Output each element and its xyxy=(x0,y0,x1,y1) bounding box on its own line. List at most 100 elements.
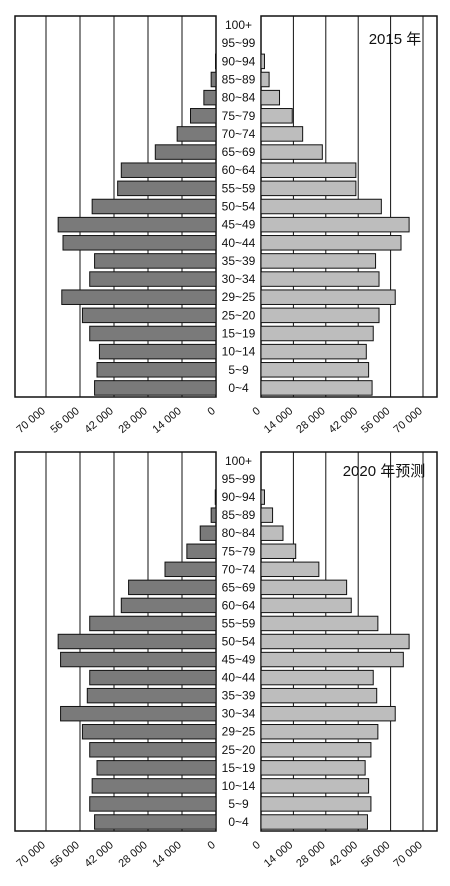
right-bar xyxy=(260,633,410,650)
right-axis-tick-label: 14 000 xyxy=(262,405,295,436)
age-group-label: 55~59 xyxy=(222,181,256,195)
right-bar xyxy=(260,380,373,396)
age-group-label: 0~4 xyxy=(228,381,249,395)
right-bar xyxy=(260,579,348,596)
age-group-label: 50~54 xyxy=(222,635,256,649)
right-bar xyxy=(260,724,379,740)
right-bar xyxy=(260,198,382,215)
left-bar xyxy=(86,687,217,704)
age-group-label: 15~19 xyxy=(222,327,256,341)
left-bar xyxy=(98,343,217,360)
age-group-label: 85~89 xyxy=(222,73,256,87)
age-group-label: 10~14 xyxy=(222,345,256,359)
left-bar xyxy=(94,814,217,830)
left-bar xyxy=(176,126,217,142)
right-bar xyxy=(260,705,396,722)
age-group-label: 90~94 xyxy=(222,490,256,504)
age-group-label: 29~25 xyxy=(222,290,256,304)
age-group-label: 75~79 xyxy=(222,544,256,558)
right-bar xyxy=(260,325,374,342)
right-bar xyxy=(260,561,320,578)
age-group-label: 80~84 xyxy=(222,526,256,540)
chart-title: 2015 年 xyxy=(369,31,422,48)
age-group-label: 5~9 xyxy=(228,363,249,377)
left-bar xyxy=(120,162,217,178)
age-group-label: 15~19 xyxy=(222,761,256,775)
right-bar xyxy=(260,687,378,704)
left-bar xyxy=(89,615,217,632)
left-bar xyxy=(94,253,217,269)
left-bar xyxy=(210,507,217,523)
left-bar xyxy=(89,742,217,758)
left-bar xyxy=(154,144,217,160)
age-group-label: 10~14 xyxy=(222,779,256,793)
left-bar xyxy=(186,543,217,559)
pyramid-chart-2020: 100+ 95~99 90~94 85~89 80~84 75~79 70~74 65~69 6… xyxy=(14,451,438,870)
age-group-label: 65~69 xyxy=(222,145,256,159)
left-bar xyxy=(210,71,217,88)
left-bar xyxy=(57,633,217,650)
age-group-label: 30~34 xyxy=(222,272,256,286)
left-bar xyxy=(91,198,217,215)
right-axis-tick-label: 70 000 xyxy=(391,405,424,436)
age-group-label: 29~25 xyxy=(222,725,256,739)
left-bar xyxy=(96,760,217,776)
right-bar xyxy=(260,615,379,632)
right-axis-tick-label: 70 000 xyxy=(391,839,424,870)
age-group-label: 80~84 xyxy=(222,91,256,105)
right-bar xyxy=(260,271,380,287)
left-axis-tick-label: 14 000 xyxy=(150,839,183,870)
right-bar xyxy=(260,144,323,160)
right-bar xyxy=(260,89,281,106)
left-bar xyxy=(62,235,217,251)
right-bar xyxy=(260,180,357,197)
age-group-label: 55~59 xyxy=(222,616,256,630)
left-bar xyxy=(60,651,217,668)
left-axis-tick-label: 28 000 xyxy=(116,839,149,870)
right-bar xyxy=(260,543,297,559)
age-group-label: 50~54 xyxy=(222,200,256,214)
left-axis-tick-label: 56 000 xyxy=(48,405,81,436)
right-bar xyxy=(260,669,374,686)
age-group-label: 70~74 xyxy=(222,127,256,141)
age-group-label: 40~44 xyxy=(222,236,256,250)
age-group-label: 65~69 xyxy=(222,580,256,594)
age-group-label: 25~20 xyxy=(222,743,256,757)
left-axis-tick-label: 0 xyxy=(206,405,218,418)
left-axis-tick-label: 28 000 xyxy=(116,405,149,436)
right-axis-tick-label: 56 000 xyxy=(359,839,392,870)
right-bar xyxy=(260,760,366,776)
age-group-label: 45~49 xyxy=(222,218,256,232)
left-bar xyxy=(96,362,217,378)
right-bar xyxy=(260,162,357,178)
left-axis-tick-label: 56 000 xyxy=(48,839,81,870)
left-bar xyxy=(190,108,217,124)
left-axis-tick-label: 70 000 xyxy=(14,839,47,870)
right-axis-tick-label: 56 000 xyxy=(359,405,392,436)
age-group-label: 60~64 xyxy=(222,598,256,612)
age-group-label: 95~99 xyxy=(222,36,256,50)
age-group-label: 95~99 xyxy=(222,472,256,486)
left-bar xyxy=(117,180,217,197)
left-bar xyxy=(164,561,217,578)
left-bar xyxy=(89,796,217,812)
left-axis-tick-label: 0 xyxy=(206,839,218,852)
age-group-label: 75~79 xyxy=(222,109,256,123)
pyramid-chart-2015: 100+ 95~99 90~94 85~89 80~84 75~79 70~74 65~69 6… xyxy=(14,15,438,436)
left-bar xyxy=(60,705,217,722)
left-axis-tick-label: 14 000 xyxy=(150,405,183,436)
left-bar xyxy=(120,597,217,614)
right-bar xyxy=(260,235,402,251)
right-bar xyxy=(260,796,372,812)
age-group-label: 70~74 xyxy=(222,562,256,576)
right-bar xyxy=(260,307,380,324)
age-group-label: 60~64 xyxy=(222,163,256,177)
left-bar xyxy=(81,307,217,324)
left-axis-tick-label: 42 000 xyxy=(82,839,115,870)
right-bar xyxy=(260,53,265,70)
left-bar xyxy=(91,778,217,794)
age-group-label: 5~9 xyxy=(228,797,249,811)
right-bar xyxy=(260,525,284,541)
left-axis-tick-label: 70 000 xyxy=(14,405,47,436)
